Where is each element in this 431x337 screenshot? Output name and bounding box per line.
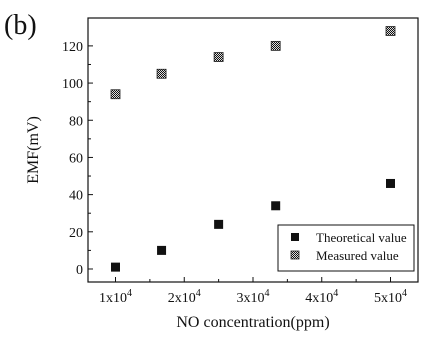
measured-point [110, 89, 121, 100]
measured-point [270, 40, 281, 51]
x-tick-base: 1x10 [99, 291, 127, 306]
x-tick-base: 3x10 [237, 291, 265, 306]
y-tick-label: 100 [62, 77, 83, 92]
measured-point [156, 68, 167, 79]
x-tick-exponent: 4 [196, 288, 201, 299]
y-tick-label: 60 [69, 151, 83, 166]
legend-label-measured: Measured value [316, 248, 399, 263]
x-tick-base: 2x10 [168, 291, 196, 306]
x-tick-base: 4x10 [305, 291, 333, 306]
y-tick-label: 40 [69, 189, 83, 204]
x-tick-label: 1x104 [99, 288, 132, 306]
y-tick-label: 80 [69, 114, 83, 129]
marks-layer [110, 26, 396, 272]
legend-box [277, 224, 415, 272]
legend: Theoretical value Measured value [277, 224, 415, 272]
legend-marker-theoretical [291, 233, 299, 241]
panel-label: (b) [4, 10, 37, 41]
theoretical-point [386, 178, 395, 188]
x-tick-exponent: 4 [265, 288, 270, 299]
theoretical-point [157, 245, 167, 255]
y-tick-label: 120 [62, 40, 83, 55]
legend-label-theoretical: Theoretical value [316, 230, 407, 245]
measured-point [213, 52, 224, 62]
x-tick-exponent: 4 [402, 288, 407, 299]
x-tick-label: 4x104 [305, 288, 338, 306]
y-axis-label: EMF(mV) [25, 116, 42, 184]
x-tick-label: 3x104 [237, 288, 270, 306]
x-axis-label: NO concentration(ppm) [176, 314, 329, 331]
theoretical-point [214, 219, 224, 229]
x-tick-base: 5x10 [374, 291, 402, 306]
x-tick-exponent: 4 [333, 288, 338, 299]
y-tick-label: 20 [69, 226, 83, 241]
legend-marker-measured [290, 250, 300, 260]
x-tick-exponent: 4 [127, 288, 132, 299]
x-tick-label: 2x104 [168, 288, 201, 306]
measured-point [385, 26, 396, 36]
x-tick-label: 5x104 [374, 288, 407, 306]
y-tick-label: 0 [76, 263, 83, 278]
theoretical-point [111, 262, 120, 272]
theoretical-point [271, 201, 281, 211]
